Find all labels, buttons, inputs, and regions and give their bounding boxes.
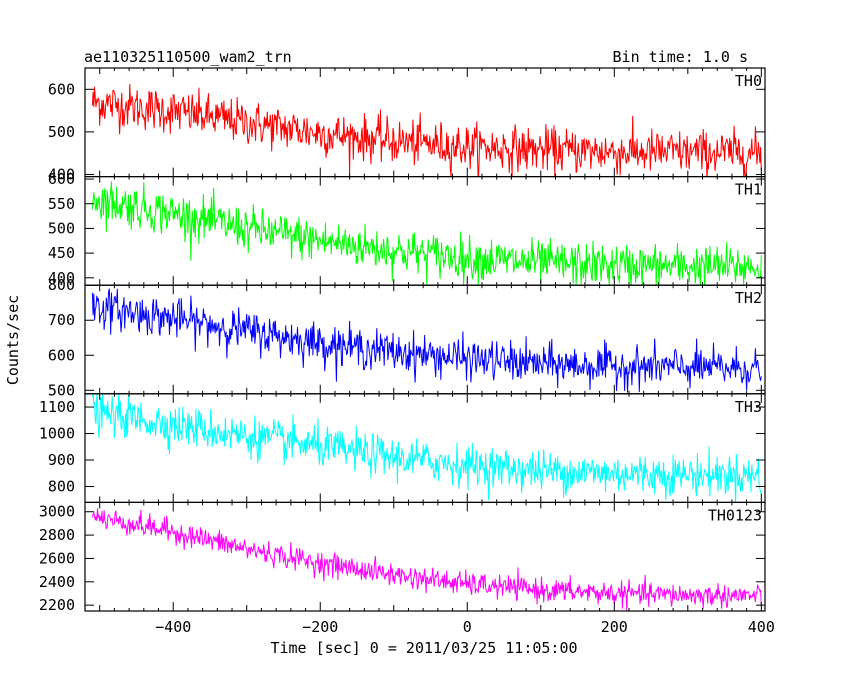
- x-tick-label: 0: [463, 618, 472, 636]
- panel-label: TH1: [735, 181, 762, 199]
- y-tick-label: 800: [48, 276, 75, 294]
- x-tick-label: −200: [302, 618, 338, 636]
- y-tick-label: 2800: [39, 526, 75, 544]
- series-line-th1: [91, 181, 762, 286]
- panel-th0: 400 500 600 TH0: [48, 67, 766, 183]
- y-axis-label: Counts/sec: [4, 295, 22, 385]
- x-tick-label: 400: [748, 618, 775, 636]
- panel-th3: 800 900 1000 1100 TH3: [39, 393, 766, 503]
- panel-label: TH0123: [708, 506, 762, 524]
- y-tick-label: 1100: [39, 398, 75, 416]
- y-tick-label: 2600: [39, 549, 75, 567]
- panel-label: TH0: [735, 72, 762, 90]
- y-tick-label: 900: [48, 451, 75, 469]
- series-line-th0: [91, 83, 762, 177]
- y-tick-label: 550: [48, 195, 75, 213]
- panel-frame: [84, 67, 766, 178]
- y-tick-label: 1000: [39, 425, 75, 443]
- x-axis-label: Time [sec] 0 = 2011/03/25 11:05:00: [270, 639, 577, 657]
- series-line-th2: [91, 288, 762, 393]
- x-tick-label: −400: [155, 618, 191, 636]
- y-tick-label: 2400: [39, 573, 75, 591]
- y-tick-label: 400: [48, 269, 75, 287]
- panel-th0123: 2200 2400 2600 2800 3000 TH0123 −400 −200 0 200 40…: [39, 501, 775, 636]
- panels-group: 400 500 600 TH0 400 450 500 550 600 TH1 500 600 700 8…: [39, 67, 775, 636]
- x-tick-label: 200: [601, 618, 628, 636]
- y-tick-label: 400: [48, 165, 75, 183]
- panel-frame: [84, 393, 766, 503]
- y-tick-label: 500: [48, 123, 75, 141]
- y-tick-label: 600: [48, 170, 75, 188]
- y-tick-label: 450: [48, 244, 75, 262]
- y-tick-label: 700: [48, 311, 75, 329]
- panel-label: TH3: [735, 398, 762, 416]
- y-tick-label: 800: [48, 478, 75, 496]
- y-tick-label: 600: [48, 80, 75, 98]
- panel-th2: 500 600 700 800 TH2: [48, 276, 766, 399]
- series-line-th3: [91, 393, 762, 503]
- panel-frame: [84, 501, 766, 612]
- y-tick-label: 3000: [39, 503, 75, 521]
- chart-title: ae110325110500_wam2_trn: [84, 48, 292, 66]
- bin-time-label: Bin time: 1.0 s: [613, 48, 748, 66]
- y-tick-label: 500: [48, 381, 75, 399]
- y-tick-label: 500: [48, 219, 75, 237]
- y-tick-label: 600: [48, 346, 75, 364]
- series-line-th0123: [91, 508, 762, 611]
- panel-label: TH2: [735, 289, 762, 307]
- panel-th1: 400 450 500 550 600 TH1: [48, 170, 766, 287]
- y-tick-label: 2200: [39, 596, 75, 614]
